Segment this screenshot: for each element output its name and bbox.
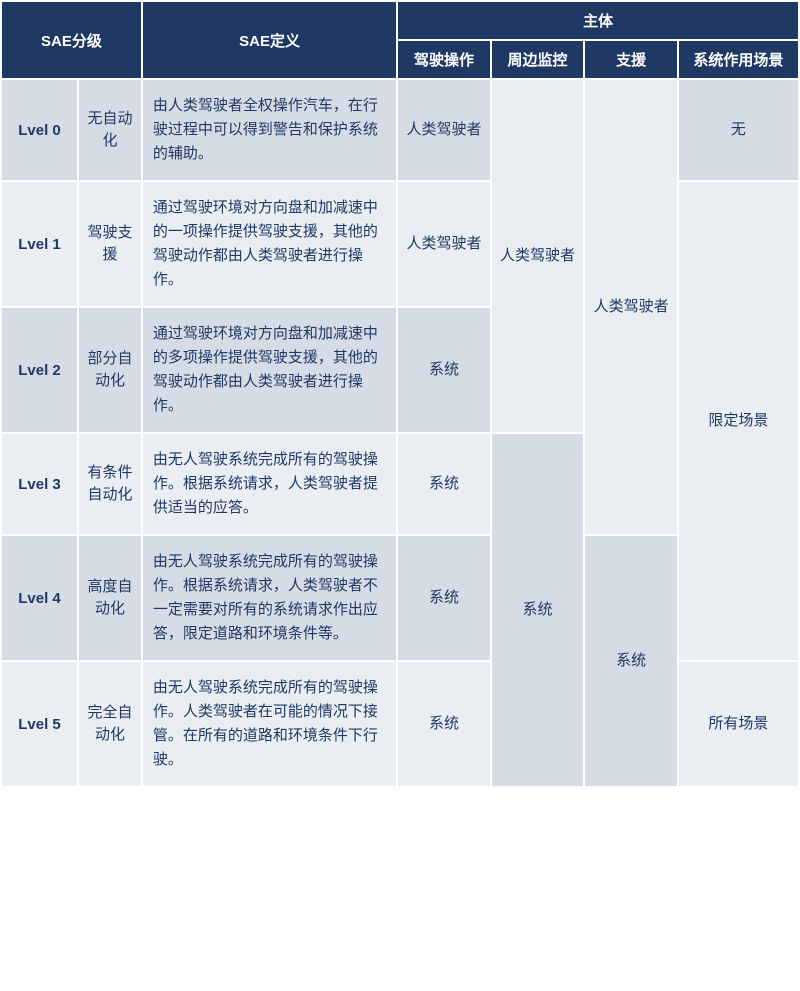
monitoring-cell: 系统 xyxy=(491,433,585,787)
def-cell: 由无人驾驶系统完成所有的驾驶操作。根据系统请求，人类驾驶者不一定需要对所有的系统… xyxy=(142,535,397,661)
scenario-cell: 无 xyxy=(678,79,799,181)
support-cell: 系统 xyxy=(584,535,678,787)
header-scenario: 系统作用场景 xyxy=(678,40,799,79)
name-cell: 有条件自动化 xyxy=(78,433,142,535)
level-cell: Lvel 1 xyxy=(1,181,78,307)
driving-cell: 系统 xyxy=(397,433,491,535)
header-subject: 主体 xyxy=(397,1,799,40)
scenario-cell: 所有场景 xyxy=(678,661,799,787)
table-row: Lvel 5 完全自动化 由无人驾驶系统完成所有的驾驶操作。人类驾驶者在可能的情… xyxy=(1,661,799,787)
level-cell: Lvel 4 xyxy=(1,535,78,661)
table-row: Lvel 0 无自动化 由人类驾驶者全权操作汽车，在行驶过程中可以得到警告和保护… xyxy=(1,79,799,181)
def-cell: 由无人驾驶系统完成所有的驾驶操作。根据系统请求，人类驾驶者提供适当的应答。 xyxy=(142,433,397,535)
level-cell: Lvel 3 xyxy=(1,433,78,535)
level-cell: Lvel 0 xyxy=(1,79,78,181)
header-sae-level: SAE分级 xyxy=(1,1,142,79)
header-sae-def: SAE定义 xyxy=(142,1,397,79)
name-cell: 完全自动化 xyxy=(78,661,142,787)
driving-cell: 人类驾驶者 xyxy=(397,181,491,307)
def-cell: 由无人驾驶系统完成所有的驾驶操作。人类驾驶者在可能的情况下接管。在所有的道路和环… xyxy=(142,661,397,787)
monitoring-cell: 人类驾驶者 xyxy=(491,79,585,433)
driving-cell: 系统 xyxy=(397,661,491,787)
header-support: 支援 xyxy=(584,40,678,79)
support-cell: 人类驾驶者 xyxy=(584,79,678,535)
driving-cell: 人类驾驶者 xyxy=(397,79,491,181)
driving-cell: 系统 xyxy=(397,307,491,433)
def-cell: 通过驾驶环境对方向盘和加减速中的一项操作提供驾驶支援，其他的驾驶动作都由人类驾驶… xyxy=(142,181,397,307)
sae-levels-table: SAE分级 SAE定义 主体 驾驶操作 周边监控 支援 系统作用场景 Lvel … xyxy=(0,0,800,788)
header-driving: 驾驶操作 xyxy=(397,40,491,79)
level-cell: Lvel 2 xyxy=(1,307,78,433)
scenario-cell: 限定场景 xyxy=(678,181,799,661)
def-cell: 通过驾驶环境对方向盘和加减速中的多项操作提供驾驶支援，其他的驾驶动作都由人类驾驶… xyxy=(142,307,397,433)
name-cell: 无自动化 xyxy=(78,79,142,181)
header-monitoring: 周边监控 xyxy=(491,40,585,79)
header-row-1: SAE分级 SAE定义 主体 xyxy=(1,1,799,40)
table-row: Lvel 1 驾驶支援 通过驾驶环境对方向盘和加减速中的一项操作提供驾驶支援，其… xyxy=(1,181,799,307)
name-cell: 驾驶支援 xyxy=(78,181,142,307)
driving-cell: 系统 xyxy=(397,535,491,661)
name-cell: 部分自动化 xyxy=(78,307,142,433)
def-cell: 由人类驾驶者全权操作汽车，在行驶过程中可以得到警告和保护系统的辅助。 xyxy=(142,79,397,181)
level-cell: Lvel 5 xyxy=(1,661,78,787)
name-cell: 高度自动化 xyxy=(78,535,142,661)
